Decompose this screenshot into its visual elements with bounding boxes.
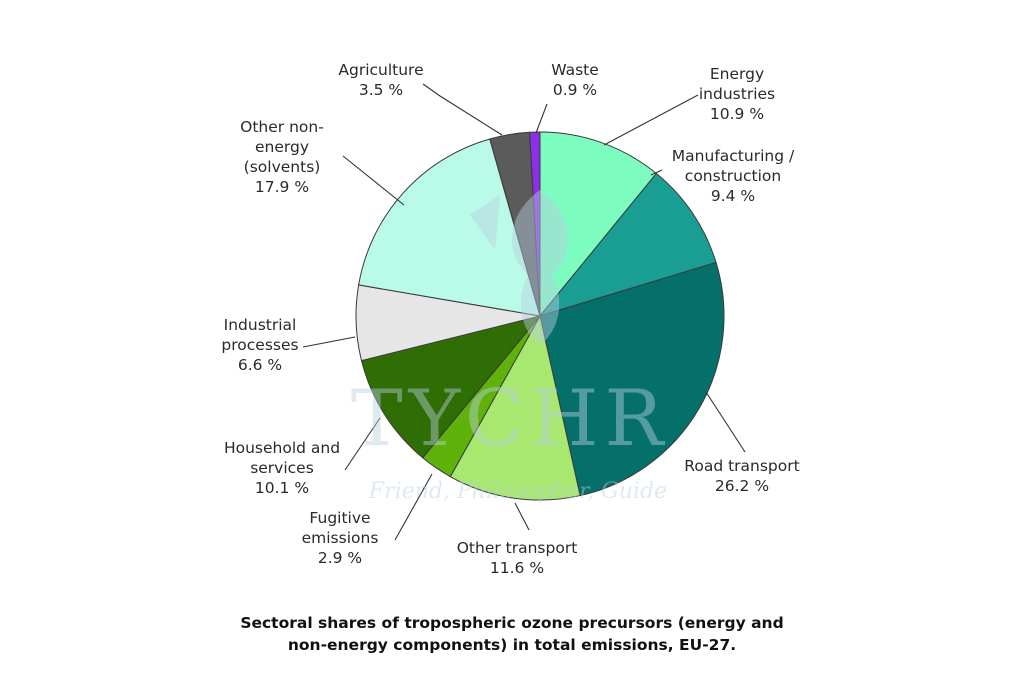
pie-slice: [358, 138, 541, 317]
slice-name: construction: [685, 167, 781, 185]
slice-name: processes: [221, 336, 298, 354]
slice-name: Road transport: [684, 457, 799, 475]
slice-name: Other non-: [240, 118, 324, 136]
slice-name: Household and: [224, 439, 340, 457]
pie-slice: [360, 315, 542, 459]
slice-name: Fugitive: [309, 509, 370, 527]
slice-name: services: [250, 459, 314, 477]
slice-value: 11.6 %: [490, 559, 544, 577]
pie-slice: [529, 131, 541, 317]
pie-slice: [449, 314, 581, 501]
slice-value: 2.9 %: [318, 549, 362, 567]
slice-value: 10.1 %: [255, 479, 309, 497]
pie-slice: [539, 261, 725, 497]
slice-value: 0.9 %: [553, 81, 597, 99]
pie-slices: [355, 131, 725, 501]
watermark-triangle-icon: [470, 195, 500, 250]
slice-label: Waste 0.9 %: [551, 61, 599, 99]
slice-name: Other transport: [457, 539, 578, 557]
slice-name: Agriculture: [338, 61, 423, 79]
watermark-tagline: Friend, Philosopher, Guide: [368, 479, 667, 504]
leader-lines: [302, 83, 746, 541]
slice-value: 6.6 %: [238, 356, 282, 374]
slice-labels: Energy industries 10.9 % Manufacturing / con…: [221, 61, 799, 577]
chart-caption: Sectoral shares of tropospheric ozone pr…: [0, 612, 1024, 656]
watermark-brand: TYCHR: [351, 374, 670, 464]
slice-label: Agriculture 3.5 %: [338, 61, 423, 99]
slice-label: Other transport 11.6 %: [457, 539, 578, 577]
pie-slice: [539, 131, 658, 318]
leader-line: [344, 417, 381, 471]
slice-value: 3.5 %: [359, 81, 403, 99]
slice-name: energy: [255, 138, 309, 156]
slice-name: emissions: [302, 529, 379, 547]
leader-line: [422, 83, 503, 136]
slice-value: 17.9 %: [255, 178, 309, 196]
leader-line: [650, 169, 663, 176]
slice-label: Industrial processes 6.6 %: [221, 316, 298, 374]
slice-name: industries: [699, 85, 775, 103]
slice-value: 26.2 %: [715, 477, 769, 495]
slice-label: Household and services 10.1 %: [224, 439, 340, 497]
slice-value: 9.4 %: [711, 187, 755, 205]
pie-slice: [538, 172, 717, 317]
leader-line: [394, 473, 433, 541]
slice-label: Fugitive emissions 2.9 %: [302, 509, 379, 567]
caption-line-2: non-energy components) in total emission…: [287, 636, 737, 654]
slice-label: Other non-energy (solvents) 17.9 %: [240, 118, 324, 196]
slice-value: 10.9 %: [710, 105, 764, 123]
slice-name: (solvents): [244, 158, 321, 176]
slice-name: Manufacturing /: [672, 147, 795, 165]
leader-line: [302, 336, 356, 348]
leader-line: [535, 103, 548, 134]
watermark: TYCHR Friend, Philosopher, Guide: [351, 190, 670, 504]
leader-line: [705, 391, 746, 453]
slice-label: Road transport 26.2 %: [684, 457, 799, 495]
slice-name: Waste: [551, 61, 599, 79]
leader-line: [603, 94, 699, 146]
slice-name: Energy: [710, 65, 764, 83]
slice-label: Manufacturing / construction 9.4 %: [672, 147, 795, 205]
slice-name: Industrial: [224, 316, 297, 334]
watermark-logo-icon: [512, 190, 568, 345]
slice-label: Energy industries 10.9 %: [699, 65, 775, 123]
leader-line: [342, 155, 405, 206]
leader-line: [514, 502, 530, 531]
caption-line-1: Sectoral shares of tropospheric ozone pr…: [240, 614, 784, 632]
